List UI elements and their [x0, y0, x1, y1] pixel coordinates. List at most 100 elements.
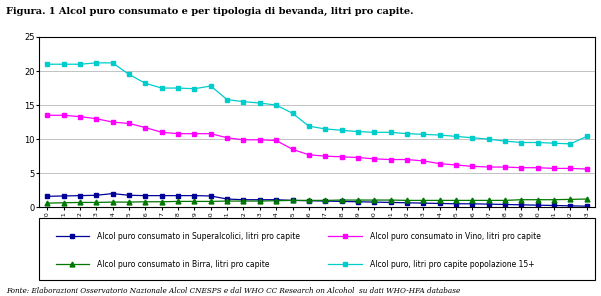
Alcol puro consumato in Birra, litri pro capite — [76, 201, 84, 204]
Alcol puro consumato in Superalcolici, litri pro capite — [305, 199, 313, 202]
Alcol puro, litri pro capite popolazione 15+ — [469, 136, 476, 139]
Alcol puro consumato in Superalcolici, litri pro capite — [272, 198, 279, 202]
Text: Figura. 1 Alcol puro consumato e per tipologia di bevanda, litri pro capite.: Figura. 1 Alcol puro consumato e per tip… — [6, 7, 413, 16]
Alcol puro consumato in Superalcolici, litri pro capite — [224, 197, 231, 201]
Alcol puro consumato in Superalcolici, litri pro capite — [485, 202, 492, 206]
Alcol puro consumato in Superalcolici, litri pro capite — [191, 194, 198, 197]
Alcol puro consumato in Vino, litri pro capite — [126, 122, 133, 125]
Alcol puro consumato in Superalcolici, litri pro capite — [174, 194, 182, 197]
Alcol puro consumato in Vino, litri pro capite — [109, 120, 116, 124]
Alcol puro consumato in Vino, litri pro capite — [501, 165, 508, 169]
Alcol puro consumato in Birra, litri pro capite — [403, 199, 410, 202]
Alcol puro, litri pro capite popolazione 15+ — [191, 87, 198, 91]
Alcol puro consumato in Birra, litri pro capite — [174, 200, 182, 203]
Alcol puro, litri pro capite popolazione 15+ — [240, 100, 247, 103]
Line: Alcol puro, litri pro capite popolazione 15+: Alcol puro, litri pro capite popolazione… — [45, 60, 589, 146]
Alcol puro, litri pro capite popolazione 15+ — [403, 132, 410, 136]
Alcol puro consumato in Vino, litri pro capite — [207, 132, 215, 136]
Alcol puro, litri pro capite popolazione 15+ — [256, 101, 263, 105]
Alcol puro, litri pro capite popolazione 15+ — [289, 112, 296, 115]
Alcol puro consumato in Birra, litri pro capite — [419, 199, 427, 202]
Alcol puro consumato in Superalcolici, litri pro capite — [403, 201, 410, 205]
Alcol puro consumato in Superalcolici, litri pro capite — [371, 200, 378, 204]
Alcol puro consumato in Birra, litri pro capite — [322, 199, 329, 202]
Alcol puro, litri pro capite popolazione 15+ — [387, 131, 394, 134]
Alcol puro consumato in Birra, litri pro capite — [126, 200, 133, 204]
Alcol puro consumato in Vino, litri pro capite — [371, 157, 378, 161]
Alcol puro consumato in Birra, litri pro capite — [469, 199, 476, 202]
Alcol puro consumato in Vino, litri pro capite — [272, 139, 279, 142]
Alcol puro consumato in Superalcolici, litri pro capite — [518, 203, 525, 207]
Alcol puro consumato in Superalcolici, litri pro capite — [289, 199, 296, 202]
Alcol puro consumato in Superalcolici, litri pro capite — [583, 205, 590, 208]
Alcol puro consumato in Birra, litri pro capite — [224, 199, 231, 203]
Text: Alcol puro, litri pro capite popolazione 15+: Alcol puro, litri pro capite popolazione… — [370, 260, 534, 269]
Alcol puro, litri pro capite popolazione 15+ — [355, 130, 362, 133]
Alcol puro, litri pro capite popolazione 15+ — [44, 62, 51, 66]
Alcol puro consumato in Superalcolici, litri pro capite — [256, 198, 263, 202]
Alcol puro, litri pro capite popolazione 15+ — [583, 135, 590, 138]
Alcol puro consumato in Birra, litri pro capite — [305, 199, 313, 202]
Alcol puro consumato in Vino, litri pro capite — [256, 138, 263, 141]
Alcol puro, litri pro capite popolazione 15+ — [207, 84, 215, 88]
Line: Alcol puro consumato in Birra, litri pro capite: Alcol puro consumato in Birra, litri pro… — [45, 197, 589, 205]
Alcol puro consumato in Vino, litri pro capite — [469, 165, 476, 168]
Alcol puro consumato in Birra, litri pro capite — [371, 198, 378, 202]
Text: Alcol puro consumato in Birra, litri pro capite: Alcol puro consumato in Birra, litri pro… — [97, 260, 270, 269]
Alcol puro, litri pro capite popolazione 15+ — [371, 131, 378, 134]
Line: Alcol puro consumato in Vino, litri pro capite: Alcol puro consumato in Vino, litri pro … — [45, 113, 589, 171]
Alcol puro consumato in Vino, litri pro capite — [174, 132, 182, 136]
Alcol puro consumato in Superalcolici, litri pro capite — [322, 199, 329, 203]
Alcol puro consumato in Vino, litri pro capite — [534, 166, 542, 170]
Alcol puro, litri pro capite popolazione 15+ — [501, 139, 508, 143]
Alcol puro consumato in Vino, litri pro capite — [453, 163, 460, 167]
Alcol puro consumato in Birra, litri pro capite — [338, 198, 345, 202]
Alcol puro consumato in Birra, litri pro capite — [142, 200, 149, 204]
Alcol puro consumato in Birra, litri pro capite — [289, 199, 296, 202]
Alcol puro consumato in Birra, litri pro capite — [207, 200, 215, 203]
Alcol puro consumato in Superalcolici, litri pro capite — [338, 200, 345, 203]
Alcol puro consumato in Superalcolici, litri pro capite — [469, 202, 476, 205]
Alcol puro, litri pro capite popolazione 15+ — [126, 73, 133, 76]
Alcol puro consumato in Superalcolici, litri pro capite — [419, 201, 427, 205]
Alcol puro consumato in Superalcolici, litri pro capite — [355, 200, 362, 204]
Alcol puro consumato in Vino, litri pro capite — [240, 138, 247, 141]
Alcol puro, litri pro capite popolazione 15+ — [142, 81, 149, 85]
Alcol puro consumato in Vino, litri pro capite — [93, 117, 100, 120]
Alcol puro consumato in Birra, litri pro capite — [240, 199, 247, 203]
Alcol puro consumato in Vino, litri pro capite — [60, 113, 67, 117]
Alcol puro consumato in Birra, litri pro capite — [436, 199, 444, 202]
Alcol puro, litri pro capite popolazione 15+ — [174, 86, 182, 90]
Alcol puro consumato in Superalcolici, litri pro capite — [534, 203, 542, 207]
Alcol puro consumato in Superalcolici, litri pro capite — [158, 194, 165, 197]
Alcol puro consumato in Vino, litri pro capite — [436, 162, 444, 165]
Alcol puro consumato in Superalcolici, litri pro capite — [501, 203, 508, 206]
Alcol puro consumato in Superalcolici, litri pro capite — [240, 198, 247, 202]
Alcol puro, litri pro capite popolazione 15+ — [567, 142, 574, 146]
Alcol puro consumato in Birra, litri pro capite — [93, 201, 100, 204]
Alcol puro consumato in Vino, litri pro capite — [583, 167, 590, 171]
Alcol puro, litri pro capite popolazione 15+ — [436, 133, 444, 137]
Alcol puro consumato in Vino, litri pro capite — [355, 156, 362, 159]
Alcol puro consumato in Birra, litri pro capite — [551, 198, 558, 202]
Alcol puro consumato in Superalcolici, litri pro capite — [567, 204, 574, 207]
Text: Alcol puro consumato in Vino, litri pro capite: Alcol puro consumato in Vino, litri pro … — [370, 232, 541, 241]
Alcol puro consumato in Superalcolici, litri pro capite — [76, 194, 84, 197]
Alcol puro, litri pro capite popolazione 15+ — [453, 135, 460, 138]
Alcol puro consumato in Birra, litri pro capite — [485, 199, 492, 202]
Alcol puro consumato in Birra, litri pro capite — [44, 201, 51, 205]
Alcol puro consumato in Superalcolici, litri pro capite — [436, 202, 444, 205]
Alcol puro, litri pro capite popolazione 15+ — [322, 127, 329, 131]
Alcol puro consumato in Birra, litri pro capite — [453, 199, 460, 202]
Alcol puro, litri pro capite popolazione 15+ — [158, 86, 165, 90]
Alcol puro, litri pro capite popolazione 15+ — [338, 128, 345, 132]
Alcol puro consumato in Birra, litri pro capite — [501, 199, 508, 202]
Alcol puro consumato in Birra, litri pro capite — [256, 199, 263, 203]
Alcol puro, litri pro capite popolazione 15+ — [224, 98, 231, 102]
Alcol puro, litri pro capite popolazione 15+ — [109, 61, 116, 65]
Alcol puro consumato in Superalcolici, litri pro capite — [60, 194, 67, 198]
Alcol puro consumato in Birra, litri pro capite — [518, 198, 525, 202]
Alcol puro consumato in Birra, litri pro capite — [567, 198, 574, 201]
Alcol puro consumato in Superalcolici, litri pro capite — [207, 194, 215, 198]
Alcol puro consumato in Superalcolici, litri pro capite — [387, 201, 394, 204]
